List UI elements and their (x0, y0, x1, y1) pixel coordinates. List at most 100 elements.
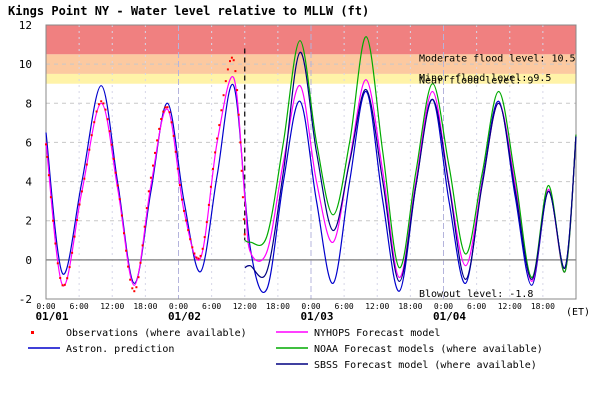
legend-label: NYHOPS Forecast model (314, 328, 440, 339)
series-line-noaa (244, 36, 577, 279)
x-tick-label: 6:00 (334, 302, 353, 311)
legend-label: NOAA Forecast models (where available) (314, 344, 543, 355)
x-tick-label: 18:00 (398, 302, 422, 311)
observation-dot (46, 155, 49, 158)
x-tick-label: 18:00 (133, 302, 157, 311)
observation-dot (63, 283, 66, 286)
y-tick-label: 0 (25, 254, 32, 267)
y-tick-label: 8 (25, 97, 32, 110)
observation-dot (149, 176, 152, 179)
observation-dot (193, 252, 196, 255)
y-tick-label: 6 (25, 136, 32, 149)
observation-dot (110, 143, 113, 146)
observation-dot (73, 235, 76, 238)
observation-dot (183, 209, 185, 212)
axes: -2 0 2 4 6 8 10 12 0:00 6:00 12:00 18:00 0:00 6:00 12:… (19, 19, 555, 323)
x-tick-label: 12:00 (233, 302, 257, 311)
x-tick-label: 6:00 (69, 302, 88, 311)
observation-dot (85, 163, 88, 166)
chart-title: Kings Point NY - Water level relative to… (8, 4, 369, 18)
observation-dot (143, 225, 146, 228)
observation-dot (71, 251, 74, 254)
flood-band-2 (46, 73, 576, 84)
observation-dot (120, 214, 123, 217)
observation-dot (201, 247, 204, 250)
x-tick-label: 6:00 (467, 302, 486, 311)
observation-dot (241, 196, 244, 199)
x-tick-label: 0:00 (301, 302, 320, 311)
x-tick-label: 12:00 (100, 302, 124, 311)
x-tick-label: 0:00 (36, 302, 55, 311)
y-tick-label: 2 (25, 215, 32, 228)
observation-dot (212, 167, 214, 170)
observation-dot (203, 236, 206, 239)
observation-dot (54, 242, 57, 245)
observation-dot (127, 265, 130, 268)
date-label: 01/01 (35, 310, 68, 323)
observation-dot (189, 238, 192, 241)
legend-label: SBSS Forecast model (where available) (314, 360, 537, 371)
observation-dot (164, 106, 167, 109)
threshold-label-0: Moderate flood level: 10.5 (419, 53, 576, 64)
observation-dot (216, 137, 219, 140)
observation-dot (236, 89, 239, 92)
observation-dot (47, 174, 50, 177)
threshold-labels: Moderate flood level: 10.5 Minor flood le… (419, 53, 576, 300)
legend-item-astron: Astron. prediction (28, 344, 174, 355)
x-tick-label: 0:00 (169, 302, 188, 311)
observation-dot (158, 127, 161, 130)
observation-dot (131, 287, 134, 290)
observation-dot (166, 106, 169, 109)
date-label: 01/02 (168, 310, 201, 323)
observation-dot (137, 276, 140, 279)
observation-dot (226, 68, 229, 71)
x-tick-label: 0:00 (434, 302, 453, 311)
observation-dot (197, 257, 200, 260)
observation-dot (45, 143, 47, 146)
x-tick-label: 18:00 (266, 302, 290, 311)
threshold-label-1: Minor flood level: 9.5 (419, 73, 551, 84)
observation-dot (170, 121, 173, 124)
observation-dot (106, 118, 109, 121)
x-tick-label: 6:00 (202, 302, 221, 311)
threshold-label-2: Near flood level: 9 (419, 76, 533, 87)
observation-dot (209, 185, 212, 188)
plot-frame (45, 24, 577, 300)
observation-dot (220, 109, 223, 112)
legend-swatch (31, 331, 34, 334)
observation-dot (133, 290, 136, 293)
observation-dot (76, 219, 78, 222)
observation-dot (56, 262, 59, 265)
observation-dot (108, 130, 111, 133)
observation-dot (234, 70, 237, 73)
observation-dot (229, 60, 231, 63)
observation-dot (162, 110, 165, 113)
legend-item-sbss: SBSS Forecast model (where available) (276, 360, 537, 371)
time-zone-label: (ET) (566, 307, 590, 318)
observation-dot (232, 59, 235, 62)
observation-dot (83, 177, 86, 180)
legend-label: Astron. prediction (66, 344, 174, 355)
series-layer (45, 36, 577, 293)
observation-dot (205, 221, 208, 224)
date-label: 01/03 (300, 310, 333, 323)
observation-dot (218, 124, 221, 127)
observation-dot (240, 169, 243, 172)
observation-dot (172, 134, 175, 137)
observation-dot (242, 218, 245, 221)
observation-dot (118, 198, 121, 201)
date-label: 01/04 (433, 310, 466, 323)
observation-dot (88, 148, 91, 151)
observation-dot (102, 102, 105, 105)
observation-dot (239, 141, 242, 144)
observation-dot (187, 229, 190, 232)
plot-border (45, 24, 577, 300)
legend-item-observations: Observations (where available) (31, 328, 247, 339)
observation-dot (147, 190, 150, 193)
observation-dot (59, 277, 62, 279)
observation-dot (139, 261, 142, 264)
observation-dot (176, 167, 179, 170)
observation-dot (93, 121, 96, 124)
observation-dot (97, 103, 100, 106)
